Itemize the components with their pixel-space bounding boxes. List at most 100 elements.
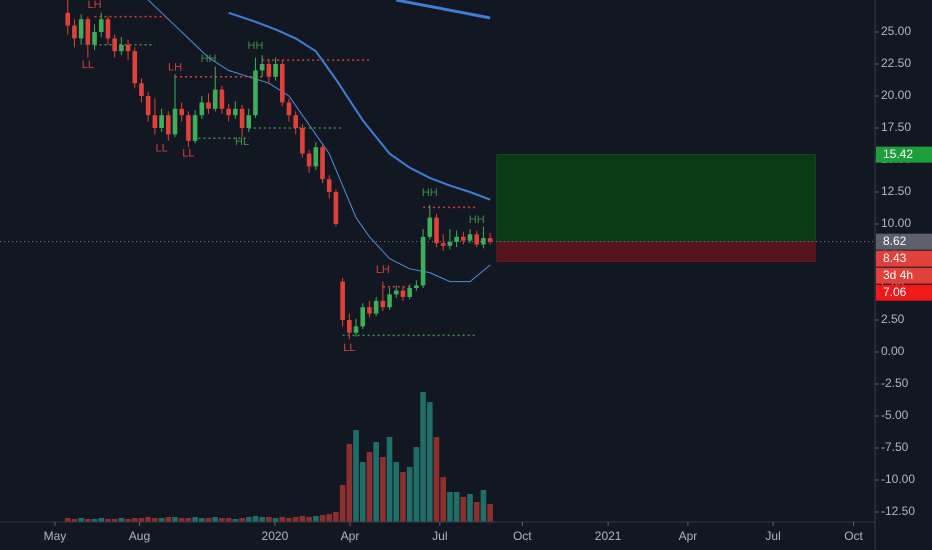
swing-label: LL (155, 142, 167, 154)
candle-body (112, 38, 117, 52)
moving-average (395, 0, 491, 20)
candle-body (393, 290, 399, 295)
candle-body (387, 294, 392, 308)
volume-bar (138, 518, 145, 522)
volume-bar (131, 518, 138, 522)
candle-body (373, 300, 379, 314)
volume-bar (98, 518, 105, 522)
volume-bar (205, 518, 212, 522)
x-tick-label: 2021 (595, 529, 622, 543)
candle-body (320, 147, 325, 180)
volume-bar (366, 452, 373, 522)
candle-body (313, 147, 319, 167)
volume-bar (359, 462, 366, 522)
y-tick-label: 12.50 (881, 184, 911, 198)
candle-body (206, 102, 211, 109)
volume-bar (78, 518, 84, 522)
volume-bar (353, 430, 359, 522)
x-tick-label: Oct (513, 529, 532, 543)
candle-body (400, 290, 406, 297)
volume-bar (299, 516, 306, 522)
y-tick-label: 20.00 (881, 88, 911, 102)
volume-bar (460, 497, 467, 522)
volume-bar (172, 517, 178, 522)
candle-body (65, 12, 71, 26)
candle-body (119, 44, 124, 52)
x-tick-label: Oct (844, 529, 863, 543)
candle-body (212, 89, 218, 109)
candle-body (427, 217, 433, 237)
candle-body (78, 19, 84, 39)
candle-body (233, 108, 238, 116)
price-label: 15.42 (883, 147, 913, 161)
volume-bar (259, 517, 265, 522)
candle-body (219, 89, 225, 109)
volume-bar (152, 518, 158, 522)
candle-body (467, 234, 473, 241)
volume-bar (192, 517, 198, 522)
price-label: 7.06 (883, 285, 907, 299)
y-tick-label: -5.00 (881, 408, 909, 422)
candle-body (259, 64, 265, 71)
swing-label: HH (201, 53, 217, 65)
volume-bar (420, 392, 426, 522)
volume-bar (380, 457, 386, 522)
volume-bar (158, 518, 165, 522)
x-tick-label: Apr (341, 529, 360, 543)
candle-body (273, 64, 278, 77)
volume-bar (279, 517, 286, 522)
volume-bar (426, 402, 433, 522)
candle-body (454, 236, 459, 242)
price-label-bg (876, 146, 932, 163)
volume-bar (219, 518, 225, 522)
volume-bar (339, 485, 346, 522)
volume-bar (239, 518, 245, 522)
candle-body (239, 108, 245, 129)
volume-bar (105, 519, 111, 522)
swing-label: HH (248, 40, 264, 52)
price-label: 8.43 (883, 251, 907, 265)
volume-bar (71, 519, 78, 522)
swing-label: LL (182, 148, 194, 160)
candle-body (407, 288, 412, 297)
candle-body (192, 115, 198, 141)
candle-body (481, 238, 486, 245)
swing-label: HL (235, 136, 249, 148)
candle-body (300, 128, 305, 154)
target-zone (496, 154, 816, 242)
candle-body (125, 44, 131, 52)
candle-body (326, 179, 332, 193)
candle-body (132, 51, 138, 84)
volume-bar (185, 518, 192, 522)
candle-body (145, 96, 151, 116)
volume-bar (272, 518, 279, 522)
swing-label: LL (343, 342, 355, 354)
volume-bar (111, 519, 118, 522)
volume-bar (406, 467, 413, 522)
candle-body (159, 115, 164, 129)
volume-bar (225, 518, 232, 522)
price-label: 8.62 (883, 234, 907, 248)
volume-bar (292, 517, 299, 522)
candle-body (253, 70, 258, 116)
volume-bar (266, 517, 272, 522)
price-label-bg (876, 284, 932, 301)
candle-body (380, 300, 386, 308)
stop-zone (496, 241, 816, 262)
candle-body (179, 108, 185, 116)
candle-body (266, 64, 272, 77)
plot-area: LH LL LL LH LL HH HL HH LL LH HH HH (0, 0, 875, 522)
price-label-bg (876, 250, 932, 267)
candle-body (85, 19, 91, 45)
volume-bar (346, 444, 353, 522)
candle-body (246, 115, 252, 129)
volume-bar (453, 492, 460, 522)
candle-body (186, 115, 191, 141)
candle-body (367, 307, 372, 314)
y-tick-label: 25.00 (881, 24, 911, 38)
y-tick-label: -12.50 (881, 504, 915, 518)
price-label-bg (876, 233, 932, 250)
candle-body (347, 320, 352, 333)
volume-bar (386, 437, 393, 522)
